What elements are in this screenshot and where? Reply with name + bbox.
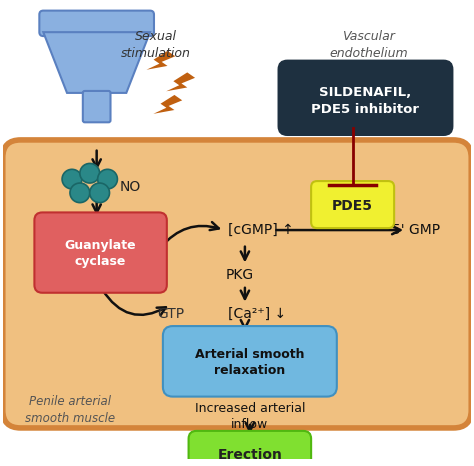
Text: [cGMP] ↑: [cGMP] ↑ [228, 223, 294, 237]
Text: Guanylate
cyclase: Guanylate cyclase [65, 239, 137, 268]
FancyBboxPatch shape [189, 431, 311, 466]
Text: Increased arterial
inflow: Increased arterial inflow [195, 403, 305, 432]
Text: NO: NO [119, 180, 141, 194]
Polygon shape [43, 32, 150, 93]
Text: 5' GMP: 5' GMP [392, 223, 440, 237]
FancyBboxPatch shape [39, 11, 154, 36]
Text: Erection: Erection [218, 448, 283, 462]
Text: Arterial smooth
relaxation: Arterial smooth relaxation [195, 348, 305, 377]
Text: PDE5: PDE5 [332, 199, 373, 212]
Text: SILDENAFIL,
PDE5 inhibitor: SILDENAFIL, PDE5 inhibitor [311, 86, 419, 116]
Text: PKG: PKG [226, 268, 254, 282]
Circle shape [98, 169, 118, 189]
Circle shape [80, 164, 100, 183]
Polygon shape [146, 51, 175, 70]
Circle shape [62, 169, 82, 189]
FancyBboxPatch shape [277, 60, 454, 136]
Text: [Ca²⁺] ↓: [Ca²⁺] ↓ [228, 307, 286, 322]
FancyBboxPatch shape [35, 212, 167, 293]
Text: Penile arterial
smooth muscle: Penile arterial smooth muscle [25, 395, 115, 425]
Circle shape [70, 183, 90, 203]
Polygon shape [154, 95, 182, 114]
FancyBboxPatch shape [3, 140, 471, 428]
FancyBboxPatch shape [163, 326, 337, 397]
FancyBboxPatch shape [311, 181, 394, 228]
Circle shape [90, 183, 109, 203]
Text: Sexual
stimulation: Sexual stimulation [121, 30, 191, 60]
Polygon shape [166, 72, 195, 91]
Text: Vascular
endothelium: Vascular endothelium [329, 30, 408, 60]
FancyBboxPatch shape [83, 91, 110, 122]
Text: GTP: GTP [157, 307, 184, 322]
